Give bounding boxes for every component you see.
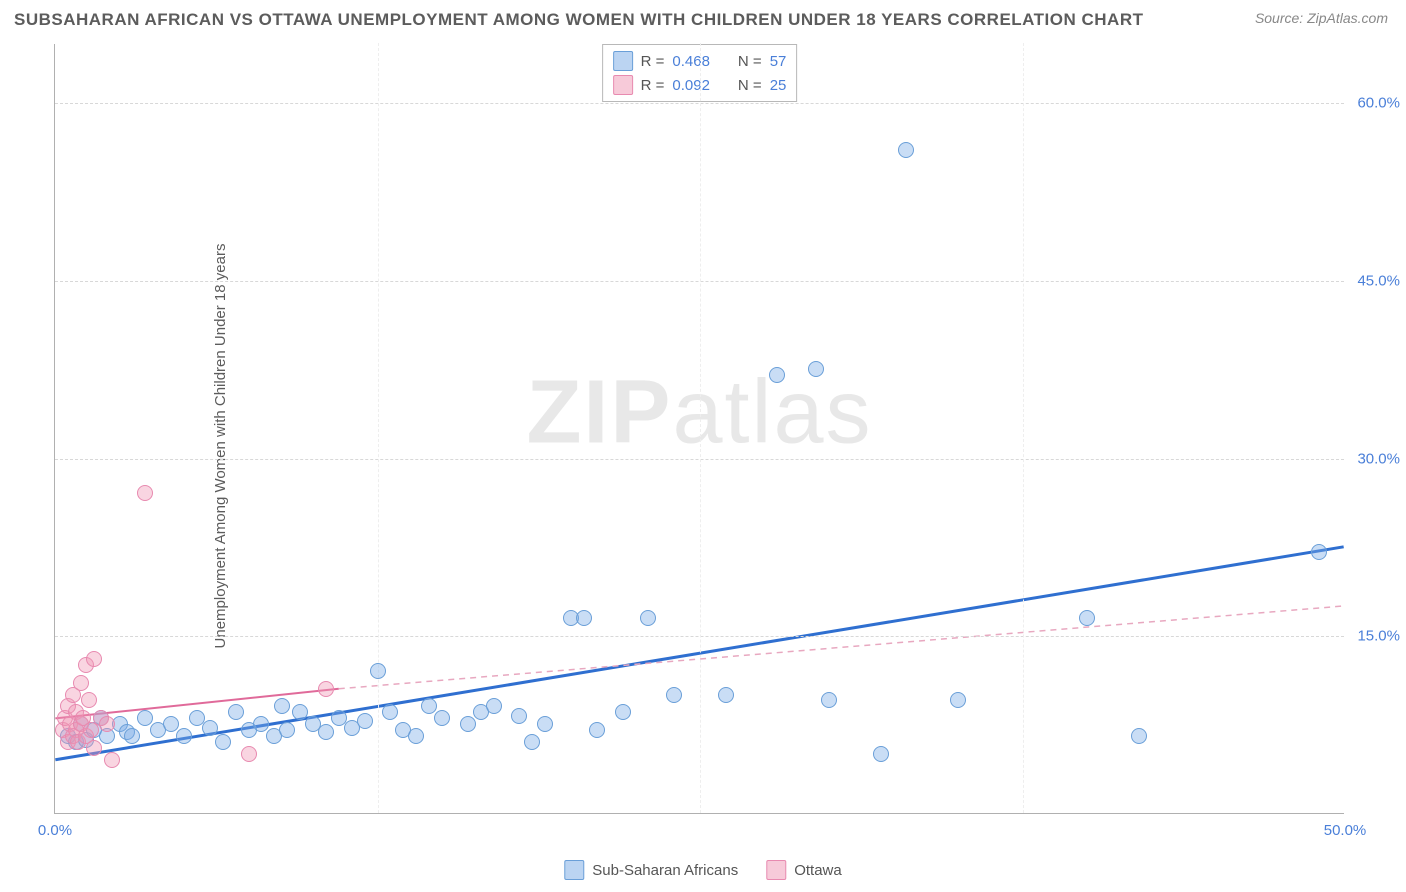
data-point bbox=[86, 651, 102, 667]
data-point bbox=[241, 746, 257, 762]
data-point bbox=[86, 740, 102, 756]
legend-r-value: 0.468 bbox=[672, 53, 710, 70]
data-point bbox=[137, 710, 153, 726]
legend-item: Ottawa bbox=[766, 860, 842, 880]
y-tick-label: 15.0% bbox=[1357, 628, 1400, 645]
data-point bbox=[1079, 610, 1095, 626]
data-point bbox=[821, 692, 837, 708]
data-point bbox=[640, 610, 656, 626]
data-point bbox=[1311, 544, 1327, 560]
data-point bbox=[215, 734, 231, 750]
data-point bbox=[434, 710, 450, 726]
y-tick-label: 30.0% bbox=[1357, 450, 1400, 467]
data-point bbox=[589, 722, 605, 738]
data-point bbox=[357, 713, 373, 729]
data-point bbox=[279, 722, 295, 738]
data-point bbox=[163, 716, 179, 732]
legend-swatch bbox=[564, 860, 584, 880]
data-point bbox=[318, 681, 334, 697]
data-point bbox=[486, 698, 502, 714]
legend-swatch bbox=[766, 860, 786, 880]
chart-title: SUBSAHARAN AFRICAN VS OTTAWA UNEMPLOYMEN… bbox=[14, 10, 1144, 30]
legend-swatch bbox=[613, 51, 633, 71]
data-point bbox=[318, 724, 334, 740]
data-point bbox=[950, 692, 966, 708]
data-point bbox=[421, 698, 437, 714]
data-point bbox=[73, 675, 89, 691]
data-point bbox=[382, 704, 398, 720]
data-point bbox=[253, 716, 269, 732]
data-point bbox=[537, 716, 553, 732]
legend-n-value: 25 bbox=[770, 77, 787, 94]
y-tick-label: 45.0% bbox=[1357, 272, 1400, 289]
data-point bbox=[99, 716, 115, 732]
data-point bbox=[1131, 728, 1147, 744]
x-tick-mark bbox=[700, 43, 701, 813]
y-tick-label: 60.0% bbox=[1357, 95, 1400, 112]
legend-r-label: R = bbox=[641, 77, 665, 94]
legend-swatch bbox=[613, 75, 633, 95]
source-attribution: Source: ZipAtlas.com bbox=[1255, 10, 1388, 26]
data-point bbox=[228, 704, 244, 720]
data-point bbox=[81, 692, 97, 708]
legend-r-value: 0.092 bbox=[672, 77, 710, 94]
data-point bbox=[460, 716, 476, 732]
data-point bbox=[104, 752, 120, 768]
x-tick-mark bbox=[378, 43, 379, 813]
data-point bbox=[137, 485, 153, 501]
data-point bbox=[274, 698, 290, 714]
data-point bbox=[408, 728, 424, 744]
plot-area: ZIPatlas R = 0.468 N = 57 R = 0.092 N = … bbox=[54, 44, 1344, 814]
data-point bbox=[124, 728, 140, 744]
data-point bbox=[202, 720, 218, 736]
data-point bbox=[808, 361, 824, 377]
data-point bbox=[615, 704, 631, 720]
legend-n-label: N = bbox=[738, 53, 762, 70]
data-point bbox=[370, 663, 386, 679]
legend-label: Ottawa bbox=[794, 862, 842, 879]
x-tick-label: 0.0% bbox=[38, 822, 72, 839]
legend-n-value: 57 bbox=[770, 53, 787, 70]
data-point bbox=[718, 687, 734, 703]
x-tick-label: 50.0% bbox=[1324, 822, 1367, 839]
data-point bbox=[511, 708, 527, 724]
data-point bbox=[873, 746, 889, 762]
data-point bbox=[898, 142, 914, 158]
legend-n-label: N = bbox=[738, 77, 762, 94]
data-point bbox=[769, 367, 785, 383]
series-legend: Sub-Saharan Africans Ottawa bbox=[564, 860, 841, 880]
x-tick-mark bbox=[1023, 43, 1024, 813]
trend-line-dashed bbox=[339, 606, 1344, 689]
data-point bbox=[292, 704, 308, 720]
data-point bbox=[524, 734, 540, 750]
data-point bbox=[176, 728, 192, 744]
data-point bbox=[576, 610, 592, 626]
legend-item: Sub-Saharan Africans bbox=[564, 860, 738, 880]
data-point bbox=[666, 687, 682, 703]
legend-label: Sub-Saharan Africans bbox=[592, 862, 738, 879]
legend-r-label: R = bbox=[641, 53, 665, 70]
